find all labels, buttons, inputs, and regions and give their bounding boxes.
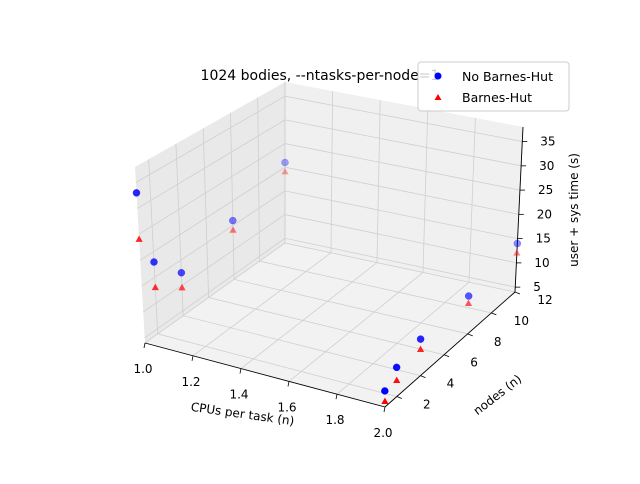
x-axis-line (144, 342, 386, 408)
data-point-no-barnes-hut (464, 292, 473, 300)
x-tick-label: 1.0 (133, 362, 152, 376)
axis-lines (144, 126, 524, 408)
data-point-barnes-hut (281, 167, 289, 175)
z-tick-label: 20 (537, 207, 552, 221)
data-point-barnes-hut (381, 397, 389, 405)
data-point-no-barnes-hut (132, 189, 141, 197)
data-point-barnes-hut (151, 283, 159, 291)
data-point-barnes-hut (229, 226, 237, 233)
chart-title: 1024 bodies, --ntasks-per-node=1 (201, 68, 440, 84)
z-tick-label: 25 (538, 183, 553, 197)
grid-line-y (284, 82, 516, 293)
y-tick-label: 6 (470, 356, 478, 370)
x-tick-mark (287, 381, 290, 387)
legend-marker-barnes-hut (434, 94, 442, 100)
z-tick-label: 15 (536, 232, 551, 246)
x-tick-label: 2.0 (373, 426, 392, 440)
axis-panes (135, 82, 523, 407)
grid-line-z (140, 166, 519, 261)
legend-marker-no-barnes-hut (434, 72, 442, 80)
data-point-barnes-hut (178, 283, 186, 291)
x-tick-mark (143, 342, 146, 349)
data-point-no-barnes-hut (392, 363, 401, 372)
grid-line-y (148, 159, 397, 397)
z-tick-label: 10 (534, 256, 549, 270)
data-point-no-barnes-hut (513, 239, 522, 248)
data-point-no-barnes-hut (281, 158, 289, 167)
data-points (132, 158, 522, 405)
data-point-barnes-hut (464, 299, 473, 307)
tick-labels: 1.0 1.2 1.4 1.6 1.8 2.0 2 4 6 8 10 125 10 15 20 25 30 35 (133, 135, 555, 440)
y-tick-mark (420, 375, 426, 379)
grid-line-y (175, 143, 421, 377)
data-point-no-barnes-hut (229, 216, 237, 225)
back-wall-pane (285, 82, 523, 292)
y-tick-label: 10 (514, 314, 529, 328)
y-tick-label: 12 (537, 293, 552, 307)
grid-line-y (202, 128, 445, 356)
z-axis-label: user + sys time (s) (567, 153, 581, 267)
legend-frame (417, 61, 570, 112)
data-point-no-barnes-hut (150, 258, 158, 266)
grid-line-y (230, 112, 468, 335)
x-tick-label: 1.4 (229, 388, 248, 402)
x-tick-mark (191, 355, 194, 361)
y-tick-label: 4 (447, 377, 455, 391)
data-point-barnes-hut (416, 345, 425, 352)
x-tick-mark (335, 394, 338, 400)
legend-label-barnes-hut: Barnes-Hut (462, 90, 532, 105)
z-tick-label: 35 (540, 135, 555, 149)
y-tick-mark (396, 396, 402, 399)
y-tick-label: 2 (423, 398, 431, 412)
y-tick-mark (491, 312, 497, 316)
grid-line-z (135, 95, 523, 183)
legend-label-no-barnes-hut: No Barnes-Hut (462, 69, 553, 84)
x-tick-mark (383, 406, 386, 413)
data-point-barnes-hut (513, 249, 521, 256)
data-point-no-barnes-hut (177, 269, 186, 277)
x-tick-label: 1.8 (325, 413, 344, 427)
x-tick-label: 1.6 (277, 400, 296, 414)
grid-line-z (143, 214, 517, 313)
z-axis-line (514, 126, 524, 293)
data-point-barnes-hut (393, 376, 401, 384)
data-point-no-barnes-hut (416, 335, 425, 343)
y-tick-label: 8 (494, 335, 502, 349)
z-tick-label: 30 (539, 159, 554, 173)
grid-line-z (144, 237, 516, 339)
x-tick-label: 1.2 (181, 375, 200, 389)
data-point-barnes-hut (135, 235, 143, 242)
grid-line-z (137, 119, 522, 209)
y-tick-mark (443, 354, 450, 358)
legend: No Barnes-Hut Barnes-Hut (417, 61, 570, 112)
grid-line-z (141, 190, 518, 287)
left-wall-pane (135, 82, 285, 343)
data-point-no-barnes-hut (381, 387, 389, 395)
y-tick-mark (467, 333, 473, 337)
y-axis-line (384, 291, 516, 408)
y-tick-mark (514, 291, 521, 295)
x-tick-mark (239, 368, 242, 374)
z-tick-label: 5 (533, 280, 541, 294)
grid-line-y (257, 97, 492, 314)
y-axis-label: nodes (n) (471, 372, 525, 418)
grid-line-z (138, 143, 521, 235)
floor-pane (145, 243, 515, 407)
